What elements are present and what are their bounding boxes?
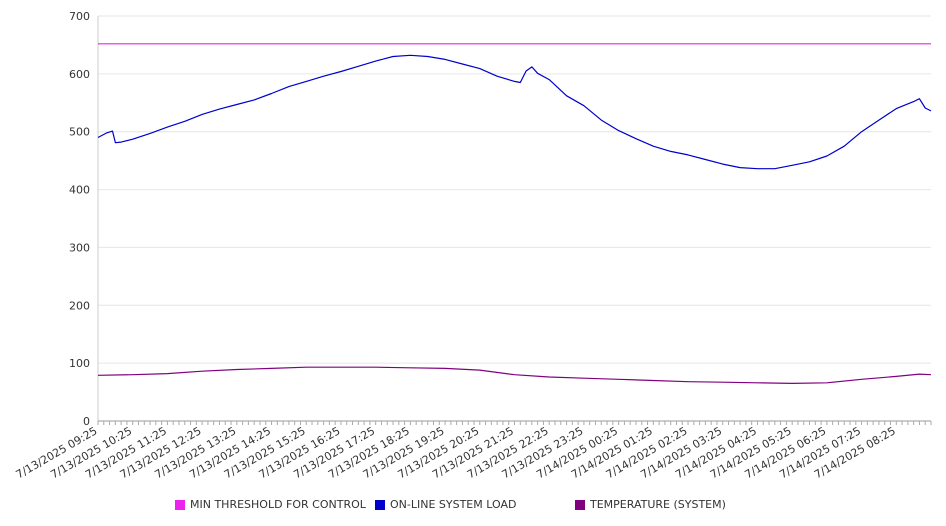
y-tick-label-200: 200 (69, 299, 90, 312)
y-tick-label-600: 600 (69, 68, 90, 81)
y-tick-label-500: 500 (69, 126, 90, 139)
y-tick-label-0: 0 (83, 415, 90, 428)
legend-item-temperature[interactable]: TEMPERATURE (SYSTEM) (575, 498, 726, 511)
legend-item-system-load[interactable]: ON-LINE SYSTEM LOAD (375, 498, 516, 511)
series-lines (97, 43, 932, 384)
series-line-system-load (97, 54, 932, 170)
legend-swatch-min-threshold (175, 499, 185, 510)
legend-item-min-threshold[interactable]: MIN THRESHOLD FOR CONTROL (175, 498, 366, 511)
legend: MIN THRESHOLD FOR CONTROL ON-LINE SYSTEM… (0, 498, 946, 514)
series-line-temperature (97, 366, 932, 384)
y-axis: 0 100 200 300 400 500 600 700 (69, 10, 99, 428)
gridlines (98, 15, 931, 422)
y-tick-label-700: 700 (69, 10, 90, 23)
x-axis: 7/13/2025 09:257/13/2025 10:257/13/2025 … (14, 420, 932, 481)
legend-label-system-load: ON-LINE SYSTEM LOAD (390, 498, 517, 511)
legend-swatch-system-load (375, 499, 385, 510)
legend-label-temperature: TEMPERATURE (SYSTEM) (590, 498, 726, 511)
y-tick-label-300: 300 (69, 241, 90, 254)
y-tick-label-100: 100 (69, 357, 90, 370)
legend-swatch-temperature (575, 499, 585, 510)
y-tick-label-400: 400 (69, 184, 90, 197)
legend-label-min-threshold: MIN THRESHOLD FOR CONTROL (190, 498, 366, 511)
